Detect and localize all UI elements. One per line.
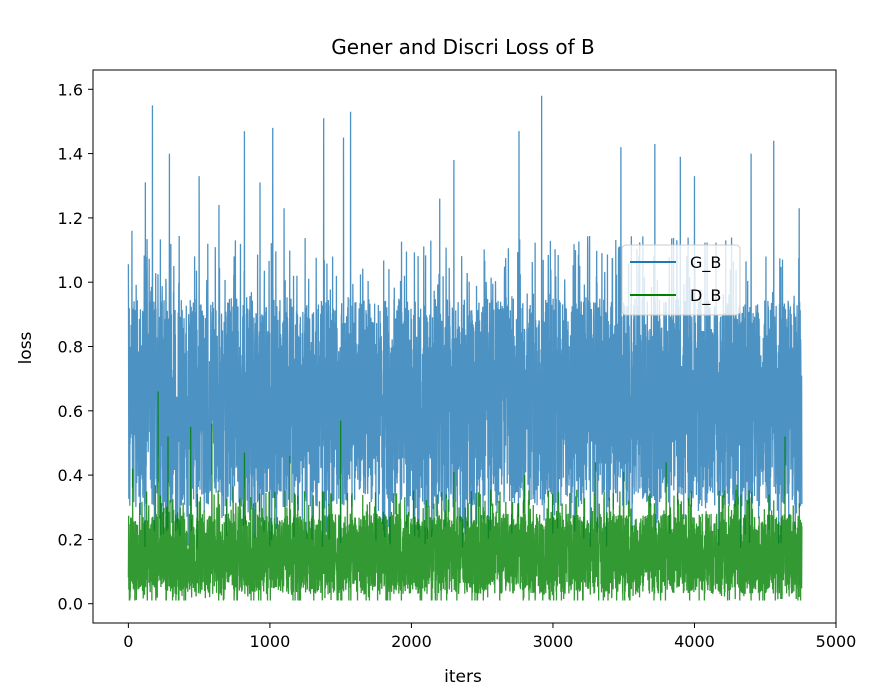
x-axis-label: iters <box>444 667 482 687</box>
x-axis: 0 1000 2000 3000 4000 5000 <box>123 623 856 651</box>
x-tick-label-0: 0 <box>123 632 133 651</box>
y-axis-label: loss <box>16 331 36 364</box>
x-tick-label-3: 3000 <box>533 632 574 651</box>
y-tick-label-1: 0.2 <box>58 530 83 549</box>
y-tick-label-4: 0.8 <box>58 338 83 357</box>
y-tick-label-0: 0.0 <box>58 595 83 614</box>
y-tick-label-6: 1.2 <box>58 209 83 228</box>
chart-title: Gener and Discri Loss of B <box>331 35 594 59</box>
y-tick-label-5: 1.0 <box>58 273 83 292</box>
x-tick-label-4: 4000 <box>674 632 715 651</box>
legend-label-d-b: D_B <box>690 286 721 306</box>
y-tick-label-2: 0.4 <box>58 466 83 485</box>
series-line-d-b <box>127 391 803 601</box>
y-axis: 0.0 0.2 0.4 0.6 0.8 1.0 1.2 1.4 1.6 <box>58 80 93 614</box>
x-tick-label-1: 1000 <box>250 632 291 651</box>
legend: G_B D_B <box>621 244 741 316</box>
legend-label-g-b: G_B <box>690 253 721 273</box>
y-tick-label-3: 0.6 <box>58 402 83 421</box>
x-tick-label-5: 5000 <box>816 632 857 651</box>
x-tick-label-2: 2000 <box>391 632 432 651</box>
legend-box <box>621 244 741 316</box>
y-tick-label-7: 1.4 <box>58 145 83 164</box>
y-tick-label-8: 1.6 <box>58 80 83 99</box>
